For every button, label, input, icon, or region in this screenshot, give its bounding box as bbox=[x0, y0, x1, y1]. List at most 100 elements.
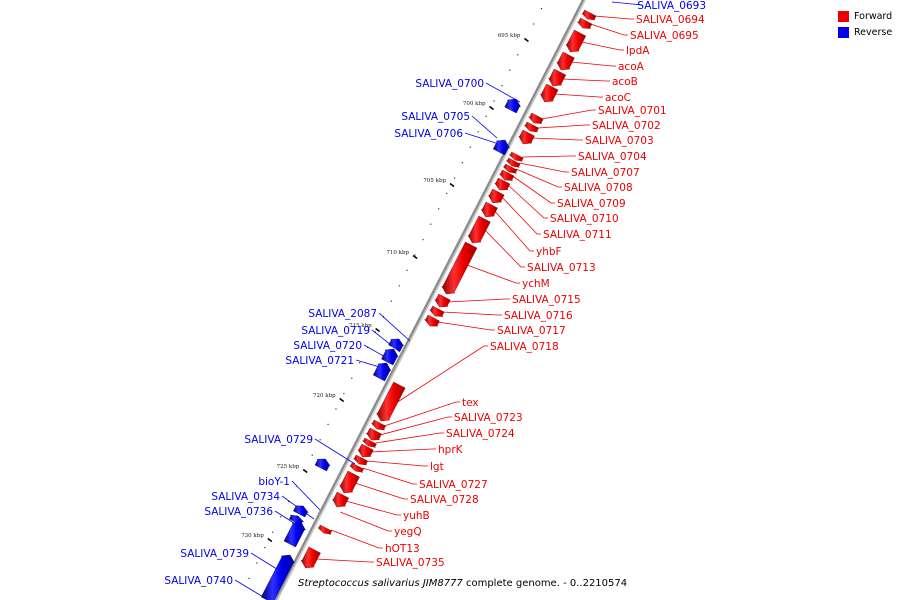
organism-name: Streptococcus salivarius JIM8777 bbox=[298, 578, 463, 589]
forward-gene-arrow bbox=[528, 112, 544, 124]
minor-tick bbox=[256, 562, 258, 564]
genome-caption: Streptococcus salivarius JIM8777 complet… bbox=[298, 578, 627, 589]
reverse-gene-arrow bbox=[293, 505, 309, 518]
genome-backbone bbox=[273, 0, 585, 600]
forward-gene-arrow bbox=[424, 314, 440, 327]
gene-label-saliva-0729: SALIVA_0729 bbox=[244, 434, 313, 446]
minor-tick bbox=[287, 500, 290, 502]
leader-line bbox=[250, 552, 281, 572]
forward-gene-arrow bbox=[317, 524, 333, 535]
legend-item-forward: Forward bbox=[838, 8, 892, 24]
forward-gene-arrow bbox=[502, 163, 518, 174]
gene-label-saliva-0719: SALIVA_0719 bbox=[301, 325, 370, 337]
gene-label-yegq: yegQ bbox=[394, 526, 422, 538]
forward-gene-arrow bbox=[565, 29, 587, 53]
leader-line bbox=[370, 448, 436, 453]
forward-gene-arrow bbox=[524, 121, 539, 133]
gene-label-yuhb: yuhB bbox=[403, 510, 430, 522]
leader-line bbox=[594, 15, 634, 20]
leader-line bbox=[384, 401, 460, 427]
gene-label-lpda: lpdA bbox=[626, 45, 650, 57]
reverse-gene-arrow bbox=[372, 362, 392, 382]
major-tick bbox=[302, 468, 308, 474]
reverse-gene-arrow bbox=[388, 338, 405, 352]
leader-line bbox=[345, 500, 401, 516]
minor-tick bbox=[501, 85, 503, 87]
gene-labels: SALIVA_0694SALIVA_0695lpdAacoAacoBacoCSA… bbox=[164, 0, 706, 587]
kbp-label: 695 kbp bbox=[498, 33, 521, 39]
gene-label-tex: tex bbox=[462, 397, 479, 409]
minor-tick bbox=[327, 423, 329, 425]
minor-tick bbox=[343, 393, 345, 395]
reverse-gene-arrow bbox=[492, 139, 511, 156]
gene-label-saliva-0739: SALIVA_0739 bbox=[180, 548, 249, 560]
forward-gene-arrow bbox=[518, 129, 535, 145]
leader-line bbox=[354, 482, 408, 500]
leader-line bbox=[447, 298, 510, 303]
minor-tick bbox=[517, 54, 519, 56]
forward-gene-arrow bbox=[349, 462, 364, 473]
gene-label-saliva-0735: SALIVA_0735 bbox=[376, 557, 445, 569]
gene-label-saliva-0713: SALIVA_0713 bbox=[527, 262, 596, 274]
leader-line bbox=[362, 467, 417, 485]
forward-gene-arrow bbox=[339, 470, 360, 494]
leader-line bbox=[562, 78, 610, 82]
leader-line bbox=[314, 438, 356, 465]
forward-gene-arrow bbox=[581, 9, 597, 21]
leader-line bbox=[494, 210, 534, 252]
forward-gene-arrow bbox=[556, 51, 575, 71]
gene-label-saliva-0695: SALIVA_0695 bbox=[630, 30, 699, 42]
forward-gene-arrow bbox=[441, 241, 478, 295]
minor-tick bbox=[398, 285, 400, 287]
minor-tick bbox=[272, 531, 274, 533]
leader-line bbox=[581, 41, 624, 51]
minor-tick bbox=[532, 23, 535, 25]
gene-label-saliva-0707: SALIVA_0707 bbox=[571, 167, 640, 179]
gene-label-saliva-2087: SALIVA_2087 bbox=[308, 308, 377, 320]
reverse-gene-arrow bbox=[283, 521, 306, 548]
minor-tick bbox=[248, 577, 250, 579]
leader-line bbox=[541, 109, 596, 120]
leader-line bbox=[532, 137, 583, 141]
leader-line bbox=[537, 124, 590, 129]
forward-gene-arrow bbox=[506, 157, 521, 168]
kbp-label: 705 kbp bbox=[423, 178, 446, 184]
minor-tick bbox=[280, 516, 282, 518]
minor-tick bbox=[477, 131, 479, 133]
minor-tick bbox=[485, 115, 487, 117]
leader-line bbox=[554, 93, 603, 98]
gene-label-saliva-0720: SALIVA_0720 bbox=[293, 340, 362, 352]
gene-label-lgt: lgt bbox=[430, 461, 444, 473]
major-tick bbox=[489, 105, 495, 111]
legend-item-reverse: Reverse bbox=[838, 24, 892, 40]
gene-label-yhbf: yhbF bbox=[536, 246, 562, 258]
leader-lines bbox=[234, 1, 643, 599]
gene-label-saliva-0723: SALIVA_0723 bbox=[454, 412, 523, 424]
leader-line bbox=[375, 432, 444, 444]
minor-tick bbox=[335, 408, 337, 410]
gene-label-saliva-0709: SALIVA_0709 bbox=[557, 198, 626, 210]
minor-tick bbox=[406, 269, 408, 271]
leader-line bbox=[340, 511, 392, 532]
minor-tick bbox=[540, 8, 543, 10]
leader-line bbox=[516, 168, 562, 188]
kbp-label: 730 kbp bbox=[241, 533, 264, 539]
forward-gene-arrow bbox=[362, 437, 377, 448]
minor-tick bbox=[461, 162, 464, 164]
gene-label-saliva-0705: SALIVA_0705 bbox=[401, 111, 470, 123]
reverse-gene-arrow bbox=[314, 458, 331, 472]
reverse-gene-arrow bbox=[381, 348, 399, 366]
legend-label-reverse: Reverse bbox=[854, 26, 893, 38]
minor-tick bbox=[509, 69, 511, 71]
gene-arrows bbox=[260, 9, 597, 600]
gene-label-saliva-0708: SALIVA_0708 bbox=[564, 182, 633, 194]
forward-swatch-icon bbox=[838, 10, 849, 22]
forward-gene-arrow bbox=[331, 491, 349, 508]
reverse-gene-arrow bbox=[504, 98, 522, 114]
minor-tick bbox=[453, 177, 456, 179]
minor-tick bbox=[430, 223, 432, 225]
minor-tick bbox=[422, 239, 424, 241]
forward-gene-arrow bbox=[434, 293, 451, 308]
forward-gene-arrow bbox=[494, 177, 511, 191]
